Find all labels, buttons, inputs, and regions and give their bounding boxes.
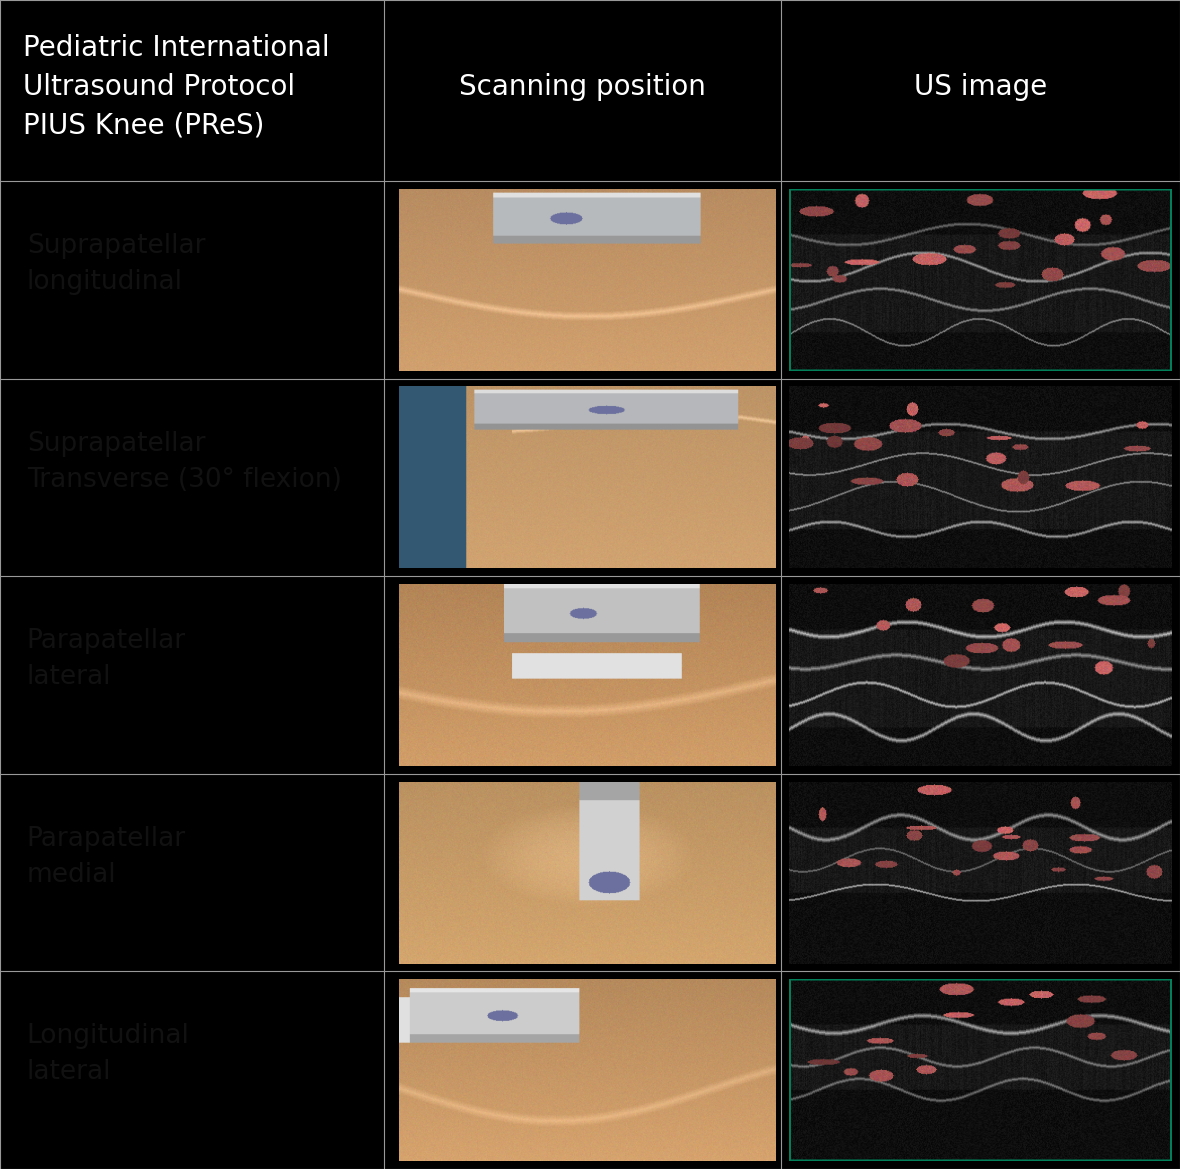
Text: Longitudinal
lateral: Longitudinal lateral bbox=[27, 1023, 190, 1085]
Text: US image: US image bbox=[914, 72, 1047, 101]
Text: Pediatric International
Ultrasound Protocol
PIUS Knee (PReS): Pediatric International Ultrasound Proto… bbox=[22, 34, 329, 140]
Text: Parapatellar
lateral: Parapatellar lateral bbox=[27, 628, 186, 690]
Text: Suprapatellar
longitudinal: Suprapatellar longitudinal bbox=[27, 233, 205, 295]
Text: Scanning position: Scanning position bbox=[459, 72, 706, 101]
Text: Parapatellar
medial: Parapatellar medial bbox=[27, 825, 186, 887]
Text: Suprapatellar
Transverse (30° flexion): Suprapatellar Transverse (30° flexion) bbox=[27, 430, 342, 492]
